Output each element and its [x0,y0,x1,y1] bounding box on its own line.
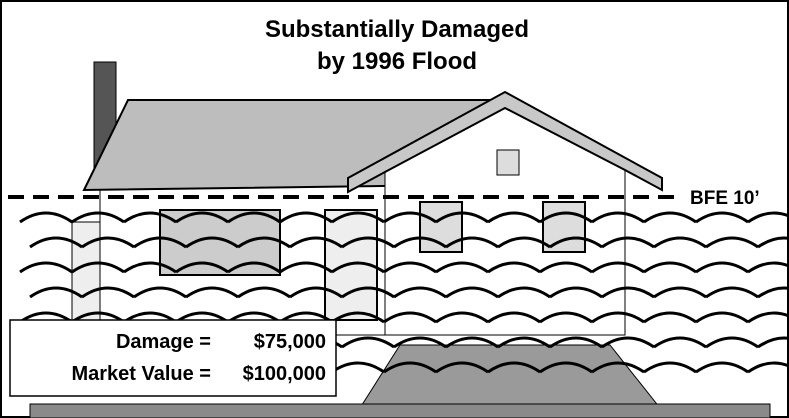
market-value: $100,000 [243,363,326,385]
damage-value: $75,000 [254,331,326,353]
porch-post [72,222,100,322]
ground [30,404,770,418]
damage-label: Damage = [116,331,211,353]
title-line: Substantially Damaged [265,16,529,43]
walkway [360,345,660,408]
vent [497,150,519,175]
window [543,202,585,252]
market-label: Market Value = [71,363,211,385]
bfe-label: BFE 10’ [690,188,760,209]
flood-illustration: BFE 10’ Substantially Damaged by 1996 Fl… [0,0,789,418]
title-line: by 1996 Flood [317,48,477,75]
page: BFE 10’ Substantially Damaged by 1996 Fl… [0,0,789,418]
